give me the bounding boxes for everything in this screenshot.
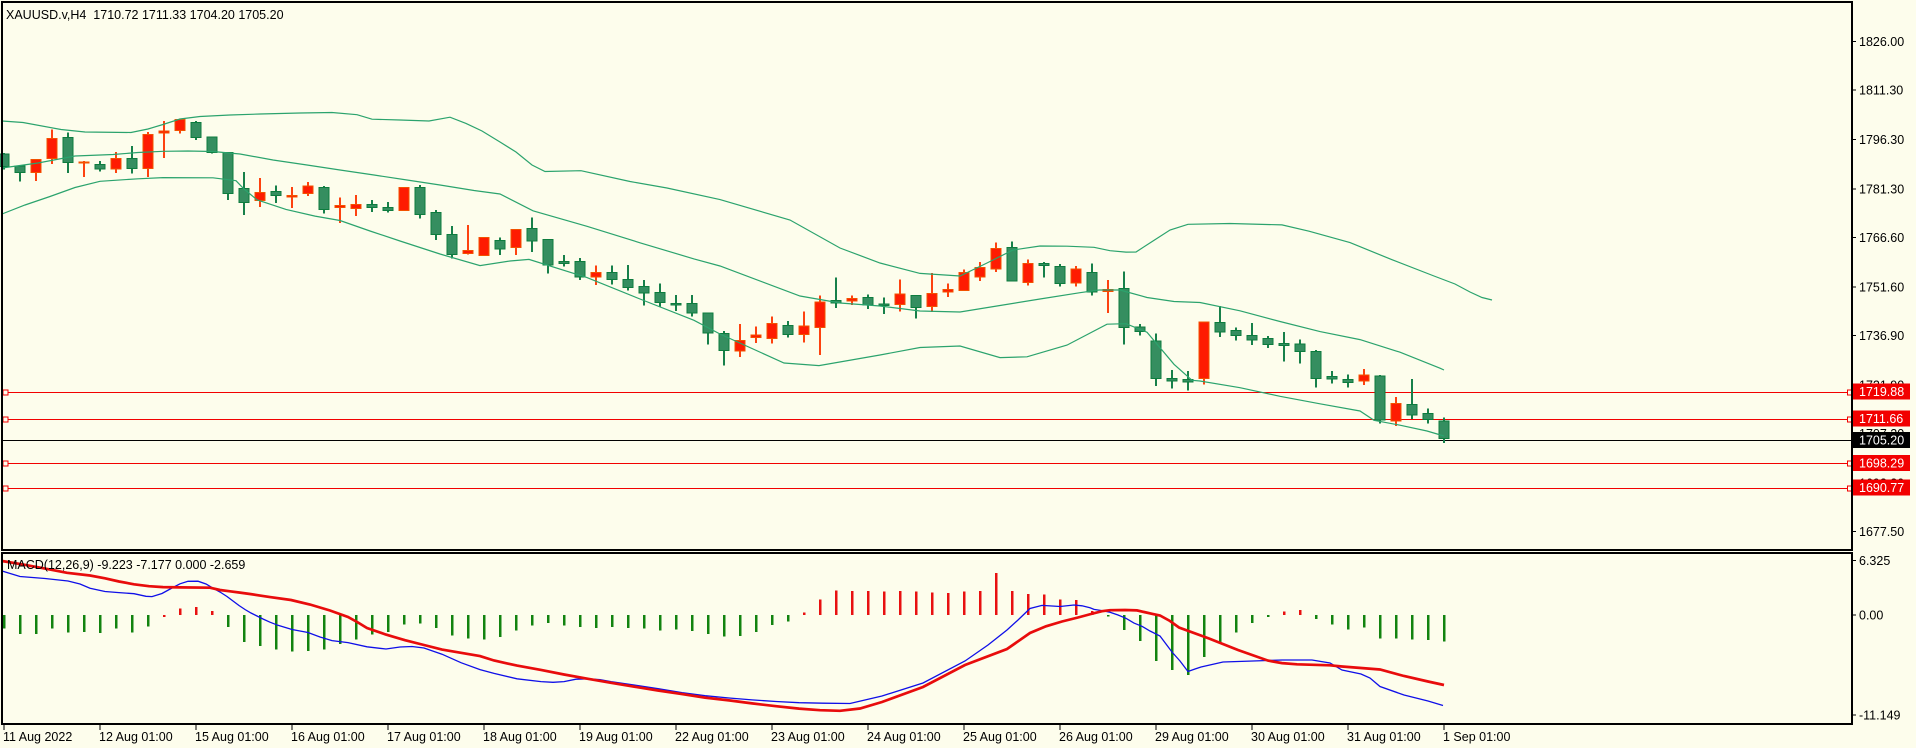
svg-text:-11.149: -11.149: [1859, 709, 1901, 723]
svg-text:19 Aug 01:00: 19 Aug 01:00: [579, 730, 653, 744]
svg-text:1690.77: 1690.77: [1859, 481, 1904, 495]
svg-text:23 Aug 01:00: 23 Aug 01:00: [771, 730, 845, 744]
svg-text:1766.60: 1766.60: [1859, 231, 1904, 245]
svg-text:11 Aug 2022: 11 Aug 2022: [3, 730, 72, 744]
svg-text:1826.00: 1826.00: [1859, 35, 1904, 49]
svg-text:15 Aug 01:00: 15 Aug 01:00: [195, 730, 269, 744]
svg-text:16 Aug 01:00: 16 Aug 01:00: [291, 730, 365, 744]
svg-text:17 Aug 01:00: 17 Aug 01:00: [387, 730, 461, 744]
svg-text:1677.50: 1677.50: [1859, 525, 1904, 539]
svg-text:25 Aug 01:00: 25 Aug 01:00: [963, 730, 1037, 744]
svg-text:1711.66: 1711.66: [1859, 412, 1903, 426]
svg-text:XAUUSD.v,H4 1710.72 1711.33 1: XAUUSD.v,H4 1710.72 1711.33 1704.20 1705…: [6, 8, 284, 22]
svg-text:12 Aug 01:00: 12 Aug 01:00: [99, 730, 173, 744]
svg-text:1736.90: 1736.90: [1859, 329, 1904, 343]
svg-text:1698.29: 1698.29: [1859, 456, 1904, 470]
svg-text:31 Aug 01:00: 31 Aug 01:00: [1347, 730, 1421, 744]
svg-text:29 Aug 01:00: 29 Aug 01:00: [1155, 730, 1229, 744]
svg-text:1781.30: 1781.30: [1859, 182, 1904, 196]
svg-text:1811.30: 1811.30: [1859, 83, 1903, 97]
svg-text:1719.88: 1719.88: [1859, 385, 1904, 399]
svg-text:0.00: 0.00: [1859, 609, 1883, 623]
svg-text:22 Aug 01:00: 22 Aug 01:00: [675, 730, 749, 744]
svg-text:18 Aug 01:00: 18 Aug 01:00: [483, 730, 557, 744]
svg-text:1751.60: 1751.60: [1859, 280, 1904, 294]
svg-text:1796.30: 1796.30: [1859, 133, 1904, 147]
svg-text:26 Aug 01:00: 26 Aug 01:00: [1059, 730, 1133, 744]
svg-text:6.325: 6.325: [1859, 554, 1890, 568]
svg-text:MACD(12,26,9) -9.223 -7.177 0.: MACD(12,26,9) -9.223 -7.177 0.000 -2.659: [7, 558, 245, 572]
svg-text:30 Aug 01:00: 30 Aug 01:00: [1251, 730, 1325, 744]
svg-text:1 Sep 01:00: 1 Sep 01:00: [1443, 730, 1510, 744]
svg-text:1705.20: 1705.20: [1859, 434, 1904, 448]
svg-text:24 Aug 01:00: 24 Aug 01:00: [867, 730, 941, 744]
